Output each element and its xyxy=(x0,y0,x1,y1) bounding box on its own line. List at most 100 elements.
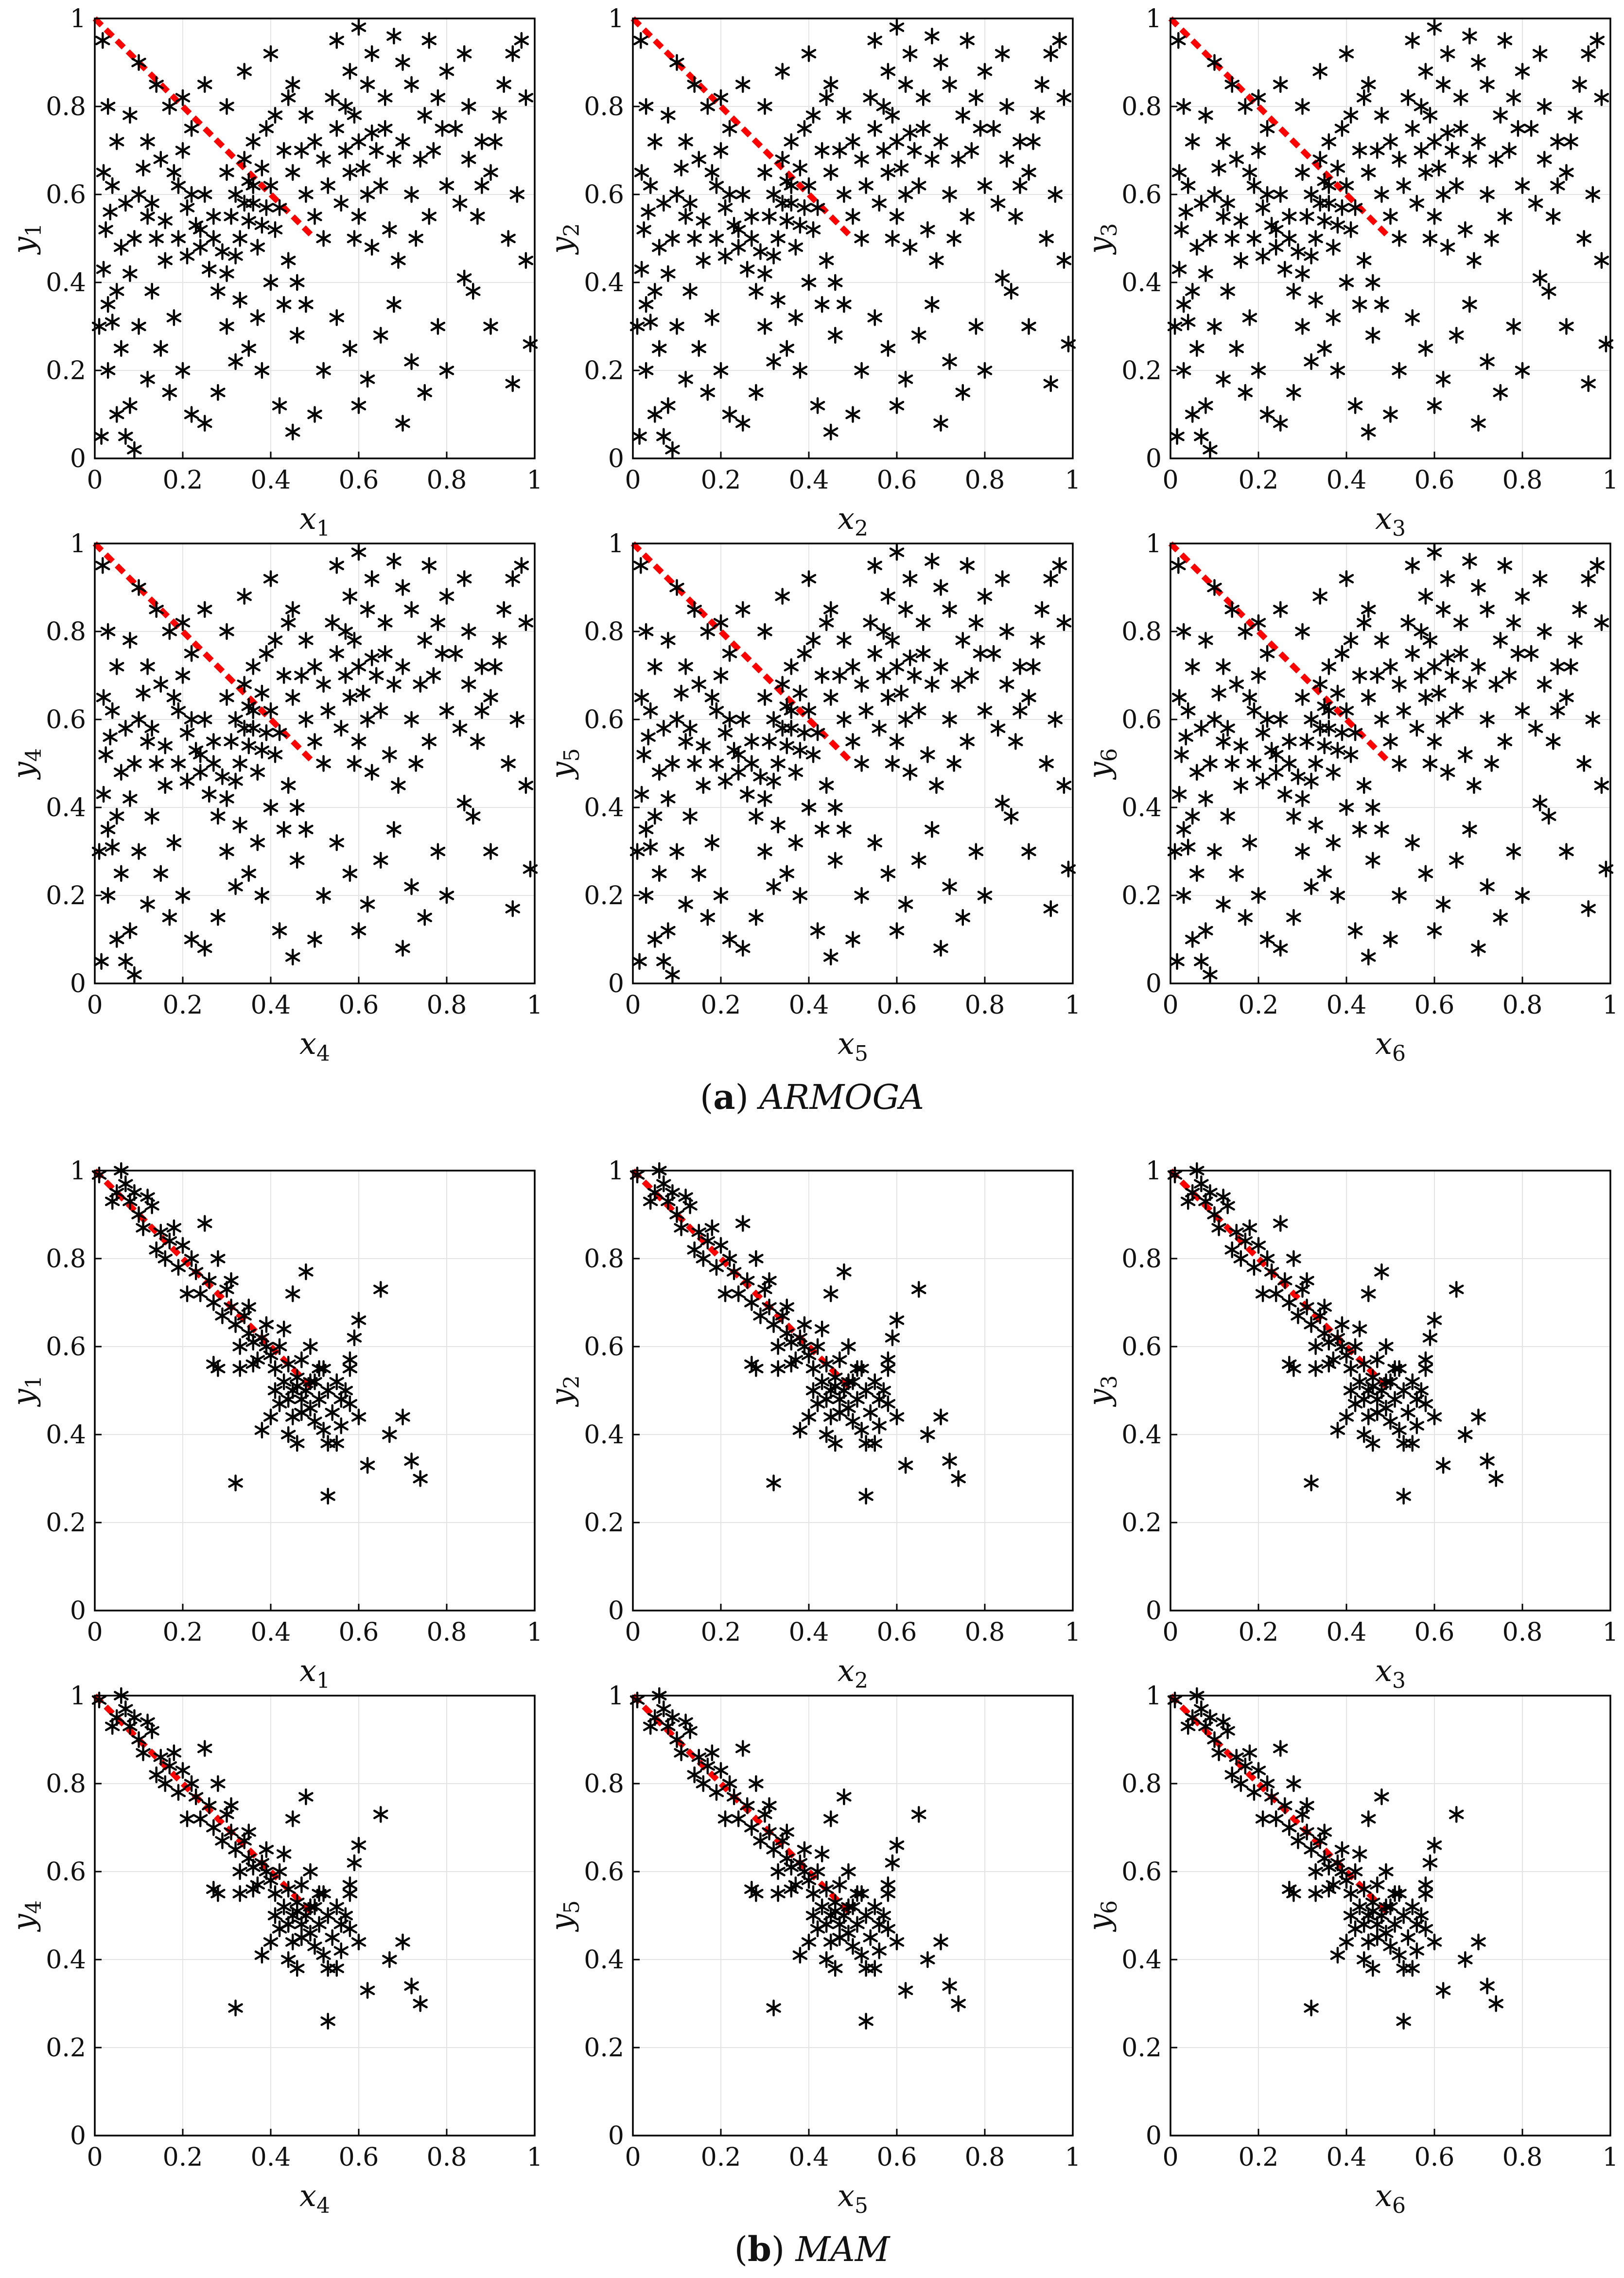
y-tick-label: 0.4 xyxy=(1121,793,1162,823)
data-point xyxy=(373,327,388,344)
data-point xyxy=(1238,1232,1253,1250)
data-point xyxy=(1365,799,1380,816)
y-tick-label: 0.6 xyxy=(46,1857,86,1887)
data-point xyxy=(245,194,261,212)
data-point xyxy=(885,1854,900,1872)
data-point xyxy=(1282,208,1297,225)
data-point xyxy=(224,1298,239,1315)
data-point xyxy=(1480,601,1495,618)
data-point xyxy=(1528,719,1543,737)
data-point xyxy=(643,177,658,194)
data-point xyxy=(1594,252,1609,269)
data-point xyxy=(505,375,520,392)
data-point xyxy=(682,1722,698,1739)
data-point xyxy=(863,1404,878,1421)
y-tick-label: 0.2 xyxy=(584,1508,624,1538)
data-point xyxy=(426,667,441,684)
data-point xyxy=(166,164,182,181)
data-point xyxy=(1286,1775,1301,1792)
data-point xyxy=(316,151,331,168)
data-point xyxy=(656,428,671,445)
data-series xyxy=(91,1162,428,1505)
data-point xyxy=(1427,397,1442,414)
x-tick-label: 0.6 xyxy=(877,1618,917,1647)
data-point xyxy=(259,645,274,662)
data-point xyxy=(1405,557,1420,574)
data-point xyxy=(505,570,520,587)
data-point xyxy=(1343,221,1359,238)
data-point xyxy=(1291,1832,1306,1849)
data-point xyxy=(792,362,808,379)
data-point xyxy=(1299,1823,1314,1840)
data-point xyxy=(206,755,221,772)
data-point xyxy=(237,719,252,737)
x-tick-label: 0.6 xyxy=(877,2143,917,2172)
data-point xyxy=(329,309,344,326)
data-point xyxy=(395,940,410,957)
data-point xyxy=(1043,570,1058,587)
data-point xyxy=(316,676,331,693)
data-point xyxy=(162,1757,177,1775)
data-point xyxy=(285,164,300,181)
data-point xyxy=(823,948,838,965)
data-point xyxy=(700,98,716,115)
data-point xyxy=(395,415,410,432)
data-point xyxy=(202,261,217,278)
data-point xyxy=(656,719,671,737)
data-point xyxy=(364,649,380,666)
data-point xyxy=(210,807,226,825)
data-point xyxy=(360,711,375,728)
data-point xyxy=(1453,89,1468,106)
data-point xyxy=(355,159,371,176)
data-point xyxy=(1251,887,1266,904)
data-point xyxy=(338,623,353,640)
data-point xyxy=(259,1841,274,1858)
data-point xyxy=(1334,1841,1350,1858)
y-tick-label: 0 xyxy=(70,2121,86,2151)
data-point xyxy=(841,1373,856,1390)
data-point xyxy=(766,1316,781,1333)
data-point xyxy=(105,1193,120,1210)
data-point xyxy=(1251,1762,1266,1779)
data-point xyxy=(1246,702,1262,719)
data-point xyxy=(439,177,454,194)
data-point xyxy=(1339,1872,1354,1889)
data-point xyxy=(1502,142,1517,159)
data-point xyxy=(1171,164,1187,181)
plot-frame xyxy=(632,1170,1074,1612)
data-point xyxy=(122,106,138,124)
data-point xyxy=(1383,133,1398,150)
y-tick-label: 0.8 xyxy=(46,617,86,647)
data-point xyxy=(814,667,830,684)
data-point xyxy=(1207,1206,1222,1223)
data-point xyxy=(488,133,503,150)
data-point xyxy=(805,1382,821,1399)
data-point xyxy=(889,1312,905,1329)
data-point xyxy=(674,684,689,701)
data-point xyxy=(1453,645,1468,662)
data-point xyxy=(1211,159,1226,176)
x-tick-label: 0.2 xyxy=(701,991,741,1020)
data-series xyxy=(1167,543,1614,983)
x-tick-label: 0.8 xyxy=(1502,1618,1543,1647)
data-point xyxy=(1396,1382,1411,1399)
data-point xyxy=(1203,441,1218,458)
data-point xyxy=(872,1942,887,1960)
data-point xyxy=(845,733,860,750)
data-point xyxy=(514,32,529,49)
data-point xyxy=(889,733,905,750)
data-point xyxy=(276,1320,292,1338)
y-tick-label: 0.4 xyxy=(584,1945,624,1975)
data-point xyxy=(805,746,821,763)
data-point xyxy=(792,742,808,759)
data-point xyxy=(854,362,869,379)
data-point xyxy=(1462,676,1477,693)
data-point xyxy=(832,1404,847,1421)
data-point xyxy=(1052,32,1067,49)
data-point xyxy=(1268,764,1284,781)
data-point xyxy=(1532,45,1548,62)
data-point xyxy=(272,724,287,741)
data-point xyxy=(1365,852,1380,869)
data-point xyxy=(342,1351,358,1368)
